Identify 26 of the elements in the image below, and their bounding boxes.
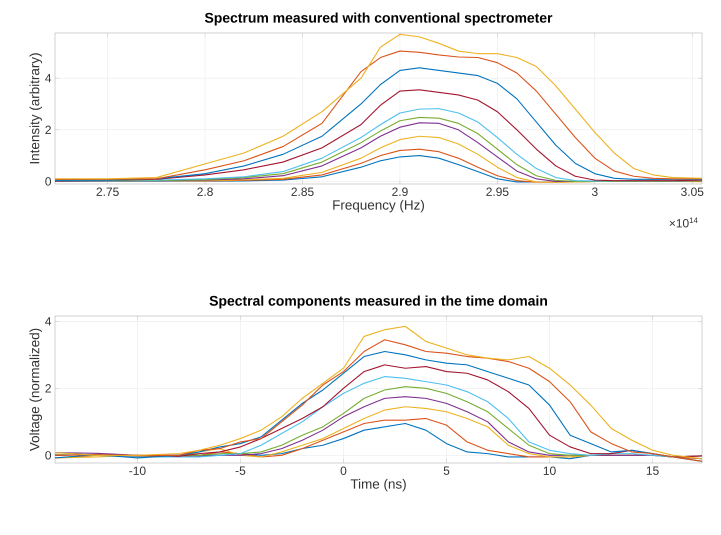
x-tick-label: 5 bbox=[444, 466, 450, 475]
y-axis-title: Intensity (arbitrary) bbox=[29, 53, 42, 164]
chart-title: Spectral components measured in the time domain bbox=[210, 296, 547, 308]
y-tick-label: 4 bbox=[45, 74, 52, 82]
text: ×10$^{14}$ bbox=[670, 218, 698, 228]
y-tick-label: 2 bbox=[45, 126, 51, 134]
x-tick-label: 0 bbox=[340, 466, 346, 475]
x-tick-label: 3 bbox=[592, 188, 598, 196]
x-tick-label: -10 bbox=[129, 466, 146, 475]
x-tick-label: 15 bbox=[646, 466, 659, 475]
y-tick-label: 0 bbox=[45, 177, 52, 186]
y-axis-title: Voltage (normalized) bbox=[29, 328, 42, 452]
x-axis-title: Frequency (Hz) bbox=[333, 200, 424, 212]
x-tick-label: 2.85 bbox=[291, 188, 314, 196]
x-tick-label: 2.8 bbox=[197, 188, 213, 196]
x-tick-label: 2.9 bbox=[392, 188, 408, 196]
x-tick-label: 2.95 bbox=[486, 188, 509, 196]
x-tick-label: -5 bbox=[236, 466, 246, 475]
x-tick-label: 2.75 bbox=[96, 188, 119, 196]
x-tick-label: 10 bbox=[544, 466, 556, 475]
x-axis-title: Time (ns) bbox=[350, 478, 406, 492]
chart-title: Spectrum measured with conventional spectrometer bbox=[204, 12, 552, 26]
x-tick-label: 3.05 bbox=[681, 188, 704, 196]
y-tick-label: 4 bbox=[45, 317, 52, 326]
y-tick-label: 2 bbox=[45, 384, 51, 392]
y-tick-label: 0 bbox=[45, 451, 52, 460]
